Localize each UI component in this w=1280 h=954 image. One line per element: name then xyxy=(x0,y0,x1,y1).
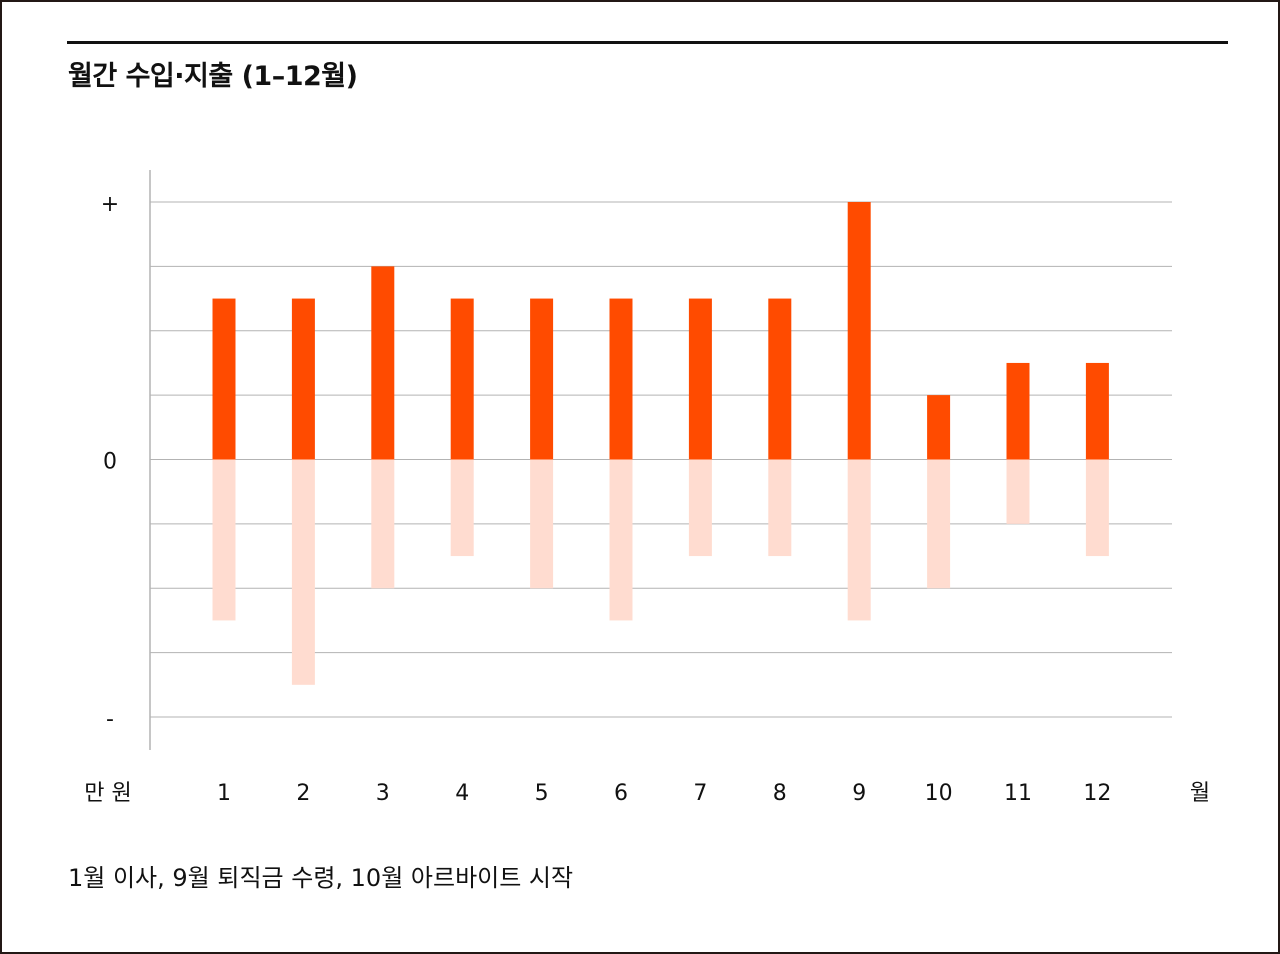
x-tick-label: 9 xyxy=(852,781,866,806)
title-rule xyxy=(67,41,1228,44)
y-tick-labels: +0 - xyxy=(101,192,119,732)
expense-bar-9 xyxy=(847,459,871,621)
expense-bar-3 xyxy=(371,459,395,589)
expense-bar-12 xyxy=(1085,459,1109,557)
x-tick-label: 10 xyxy=(925,781,953,806)
expense-bar-5 xyxy=(530,459,554,589)
y-tick-label: - xyxy=(106,707,114,732)
x-tick-label: 3 xyxy=(376,781,390,806)
x-tick-label: 6 xyxy=(614,781,628,806)
expense-bar-2 xyxy=(291,459,315,685)
expense-bar-10 xyxy=(927,459,951,589)
expense-bar-4 xyxy=(450,459,474,557)
income-bar-2 xyxy=(291,298,315,460)
income-bar-6 xyxy=(609,298,633,460)
x-tick-label: 8 xyxy=(773,781,787,806)
income-bar-10 xyxy=(927,395,951,460)
x-tick-label: 11 xyxy=(1004,781,1032,806)
x-tick-label: 5 xyxy=(535,781,549,806)
income-bar-1 xyxy=(212,298,236,460)
y-tick-label: 0 xyxy=(103,450,117,475)
income-bar-12 xyxy=(1085,362,1109,460)
expense-bar-8 xyxy=(768,459,792,557)
y-axis-unit-label: 만 원 xyxy=(84,781,131,806)
expense-bar-11 xyxy=(1006,459,1030,524)
x-tick-label: 7 xyxy=(693,781,707,806)
expense-bar-1 xyxy=(212,459,236,621)
income-bar-8 xyxy=(768,298,792,460)
x-tick-label: 1 xyxy=(217,781,231,806)
x-axis-unit-label: 월 xyxy=(1190,781,1210,806)
expense-bar-7 xyxy=(688,459,712,557)
bars xyxy=(212,202,1109,685)
grid-lines xyxy=(150,201,1172,718)
chart-footnote: 1월 이사, 9월 퇴직금 수령, 10월 아르바이트 시작 xyxy=(68,864,574,892)
income-bar-4 xyxy=(450,298,474,460)
y-tick-label: + xyxy=(101,192,119,217)
x-tick-label: 2 xyxy=(296,781,310,806)
x-tick-label: 12 xyxy=(1083,781,1111,806)
income-bar-5 xyxy=(530,298,554,460)
chart-title: 월간 수입·지출 (1–12월) xyxy=(68,61,358,92)
income-bar-9 xyxy=(847,202,871,460)
x-tick-label: 4 xyxy=(455,781,469,806)
income-bar-11 xyxy=(1006,362,1030,460)
x-tick-labels: 1 2 3 4 5 6 7 8 9 10 11 12 xyxy=(217,781,1111,806)
income-bar-7 xyxy=(688,298,712,460)
income-bar-3 xyxy=(371,266,395,460)
expense-bar-6 xyxy=(609,459,633,621)
